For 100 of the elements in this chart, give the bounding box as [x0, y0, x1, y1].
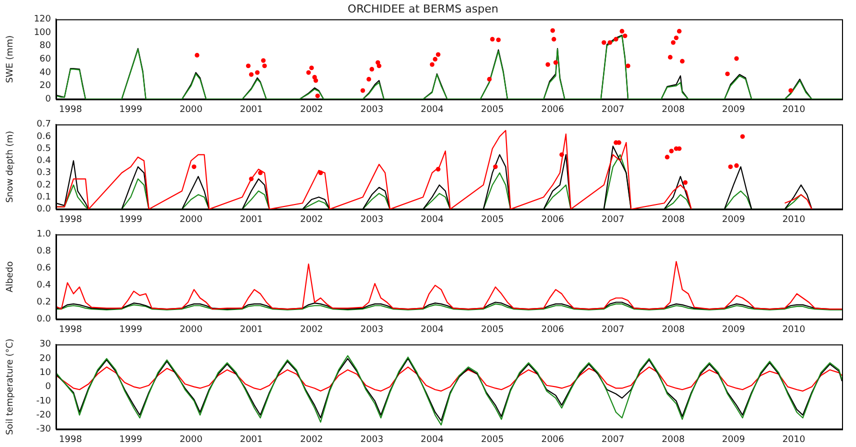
x-tick-label: 2001 [240, 214, 263, 225]
x-tick-label: 2004 [420, 104, 444, 115]
y-tick-label: 0 [45, 94, 52, 105]
x-tick-label: 2010 [782, 434, 806, 445]
point [788, 88, 794, 93]
point [728, 164, 733, 170]
y-tick-label: 30 [40, 340, 52, 350]
point [487, 76, 492, 82]
y-tick-label: 40 [40, 68, 52, 78]
x-tick-label: 2006 [541, 324, 564, 335]
point [559, 152, 564, 157]
y-tick-label: 120 [34, 14, 52, 25]
y-tick-label: 80 [40, 41, 52, 52]
x-tick-label: 1998 [59, 434, 82, 445]
point [366, 76, 372, 82]
point [313, 78, 318, 83]
x-tick-label: 2003 [360, 104, 384, 115]
point [255, 70, 260, 75]
chart-title: ORCHIDEE at BERMS aspen [348, 2, 498, 16]
point [192, 164, 196, 170]
y-tick-label: -10 [36, 396, 52, 406]
y-axis-title: Albedo [6, 260, 16, 292]
y-tick-label: 0.4 [36, 156, 52, 166]
x-tick-label: 2003 [360, 434, 384, 445]
point [676, 28, 682, 34]
x-tick-label: 2000 [180, 214, 203, 225]
x-tick-label: 2004 [420, 324, 444, 335]
point [740, 134, 745, 139]
x-tick-label: 1998 [59, 214, 82, 225]
x-tick-label: 1998 [59, 324, 82, 335]
x-tick-label: 2001 [240, 434, 263, 445]
point [622, 34, 628, 38]
point [608, 40, 612, 45]
point [306, 70, 311, 75]
y-tick-label: 0.8 [36, 246, 52, 257]
point [546, 62, 550, 67]
x-tick-label: 2008 [662, 214, 685, 225]
point [620, 28, 624, 34]
x-tick-label: 2010 [782, 324, 806, 335]
x-tick-label: 1998 [59, 104, 82, 115]
point [262, 64, 267, 68]
x-tick-label: 1999 [119, 324, 142, 335]
point [258, 170, 263, 176]
x-tick-label: 2002 [300, 324, 324, 335]
point [734, 56, 739, 61]
point [496, 38, 501, 42]
y-tick-label: 0.3 [36, 168, 51, 178]
point [436, 52, 440, 57]
point [248, 72, 254, 77]
y-tick-label: 0.4 [36, 280, 52, 291]
y-tick-label: -30 [36, 424, 52, 435]
y-tick-label: 100 [34, 28, 52, 38]
x-tick-label: 2009 [722, 324, 746, 335]
point [734, 163, 739, 168]
x-tick-label: 2002 [300, 104, 324, 115]
point [553, 60, 558, 65]
y-tick-label: 0.5 [36, 144, 51, 154]
x-tick-label: 2009 [722, 104, 746, 115]
x-tick-label: 2005 [480, 104, 504, 115]
y-tick-label: 0.1 [36, 192, 51, 202]
x-tick-label: 2005 [480, 434, 504, 445]
point [248, 176, 254, 182]
point [194, 52, 200, 58]
x-tick-label: 2009 [722, 214, 746, 225]
y-tick-label: 0 [45, 382, 52, 392]
y-tick-label: 20 [40, 354, 52, 364]
x-tick-label: 1999 [119, 104, 142, 115]
x-tick-label: 2005 [480, 214, 504, 225]
point [680, 58, 685, 64]
x-tick-label: 1999 [119, 434, 142, 445]
y-tick-label: 1.0 [36, 230, 52, 240]
point [664, 154, 670, 160]
x-tick-label: 2003 [360, 214, 384, 225]
y-tick-label: 0.6 [36, 264, 52, 274]
point [668, 54, 673, 60]
x-tick-label: 2003 [360, 324, 384, 335]
point [370, 66, 374, 72]
y-tick-label: 0.0 [36, 314, 52, 325]
x-tick-label: 2008 [662, 324, 685, 335]
point [261, 58, 266, 63]
point [682, 180, 688, 185]
x-tick-label: 2009 [722, 434, 746, 445]
point [246, 64, 251, 68]
x-tick-label: 2007 [602, 434, 624, 445]
y-tick-label: 0.7 [36, 120, 51, 130]
y-axis-title: SWE (mm) [6, 35, 16, 84]
point [674, 36, 679, 40]
point [669, 148, 674, 154]
point [550, 28, 555, 33]
y-tick-label: 0.2 [36, 180, 51, 190]
point [552, 36, 556, 42]
point [436, 166, 440, 172]
point [670, 40, 676, 45]
y-axis-title: Soil temperature (°C) [6, 338, 16, 435]
point [490, 36, 495, 42]
x-tick-label: 2002 [300, 214, 324, 225]
point [725, 72, 730, 76]
point [376, 64, 382, 68]
point [493, 164, 498, 170]
x-tick-label: 2006 [541, 434, 564, 445]
